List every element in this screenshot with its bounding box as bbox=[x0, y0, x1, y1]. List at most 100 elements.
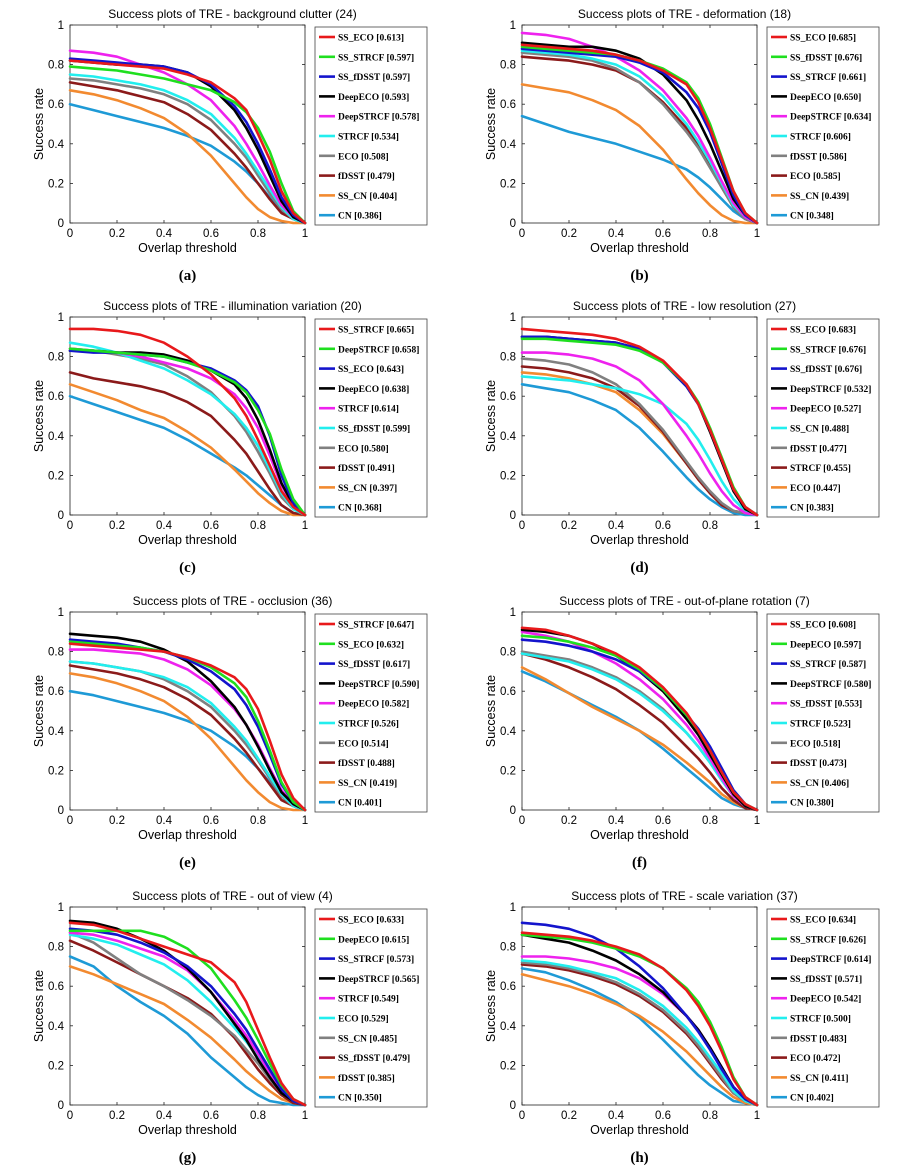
series-line-DeepECO bbox=[520, 351, 759, 517]
series-line-SS_CN bbox=[520, 375, 759, 517]
x-tick-label: 0.6 bbox=[203, 228, 219, 240]
chart-7: Success plots of TRE - out of view (4)0 0… bbox=[32, 889, 428, 1166]
chart-8: Success plots of TRE - scale variation (… bbox=[484, 889, 880, 1166]
x-tick-label: 0.4 bbox=[608, 228, 625, 240]
legend-entry-DeepSTRCF: DeepSTRCF [0.590] bbox=[338, 680, 419, 690]
y-tick-label: 0.6 bbox=[500, 99, 516, 111]
series-line-DeepSTRCF bbox=[520, 31, 759, 225]
y-tick-label: 1 bbox=[510, 20, 516, 32]
y-axis-label: Success rate bbox=[484, 970, 498, 1042]
series-line-fDSST bbox=[68, 81, 307, 225]
series-line-SS_CN bbox=[68, 89, 307, 225]
legend-entry-DeepSTRCF: DeepSTRCF [0.580] bbox=[790, 680, 871, 690]
legend-entry-SS_fDSST: SS_fDSST [0.571] bbox=[790, 975, 862, 985]
legend-entry-ECO: ECO [0.472] bbox=[790, 1054, 841, 1064]
legend-entry-DeepECO: DeepECO [0.650] bbox=[790, 93, 861, 103]
y-tick-label: 0.8 bbox=[500, 352, 516, 364]
legend-entry-DeepECO: DeepECO [0.593] bbox=[338, 93, 409, 103]
series-line-SS_CN bbox=[68, 672, 307, 812]
x-tick-label: 0.4 bbox=[608, 1110, 625, 1122]
chart-title: Success plots of TRE - occlusion (36) bbox=[133, 594, 333, 608]
legend-entry-STRCF: STRCF [0.606] bbox=[790, 133, 851, 143]
x-tick-label: 0.4 bbox=[608, 520, 625, 532]
series-line-SS_ECO bbox=[68, 921, 307, 1107]
y-tick-label: 0.8 bbox=[48, 352, 64, 364]
x-tick-label: 0.6 bbox=[655, 1110, 671, 1122]
x-axis-label: Overlap threshold bbox=[590, 533, 689, 547]
x-tick-label: 0.6 bbox=[655, 520, 671, 532]
legend-entry-ECO: ECO [0.508] bbox=[338, 152, 389, 162]
legend-entry-CN: CN [0.350] bbox=[338, 1094, 382, 1104]
legend: SS_ECO [0.633] DeepECO [0.615] SS_STRCF [0… bbox=[314, 908, 428, 1108]
legend-box bbox=[314, 26, 428, 226]
chart-1: Success plots of TRE - background clutte… bbox=[32, 7, 428, 284]
legend-entry-STRCF: STRCF [0.534] bbox=[338, 133, 399, 143]
series-line-fDSST bbox=[68, 664, 307, 812]
panel-caption: (c) bbox=[179, 560, 196, 576]
x-tick-label: 0.2 bbox=[109, 815, 125, 827]
x-tick-label: 0.8 bbox=[702, 1110, 718, 1122]
x-tick-label: 1 bbox=[302, 1110, 308, 1122]
legend-entry-SS_STRCF: SS_STRCF [0.665] bbox=[338, 326, 414, 336]
plot-frame bbox=[521, 611, 758, 811]
y-tick-label: 1 bbox=[58, 607, 64, 619]
x-tick-label: 0.8 bbox=[250, 520, 266, 532]
series-line-DeepSTRCF bbox=[68, 49, 307, 225]
y-tick-label: 0.2 bbox=[500, 470, 516, 482]
x-axis-label: Overlap threshold bbox=[138, 533, 237, 547]
legend-entry-SS_fDSST: SS_fDSST [0.479] bbox=[338, 1054, 410, 1064]
plot-frame bbox=[521, 24, 758, 224]
chart-title: Success plots of TRE - background clutte… bbox=[108, 7, 357, 21]
legend-entry-ECO: ECO [0.580] bbox=[338, 444, 389, 454]
series-line-SS_STRCF bbox=[68, 65, 307, 225]
legend-entry-CN: CN [0.386] bbox=[338, 212, 382, 222]
y-tick-label: 0 bbox=[58, 218, 64, 230]
series-line-STRCF bbox=[68, 660, 307, 812]
y-tick-label: 0.2 bbox=[48, 1060, 64, 1072]
legend: SS_ECO [0.634] SS_STRCF [0.626] DeepSTRCF … bbox=[766, 908, 880, 1108]
legend-entry-SS_fDSST: SS_fDSST [0.597] bbox=[338, 73, 410, 83]
panel-caption: (g) bbox=[179, 1150, 197, 1166]
x-tick-label: 0.2 bbox=[109, 1110, 125, 1122]
y-tick-label: 0 bbox=[510, 805, 516, 817]
series-line-ECO bbox=[68, 660, 307, 812]
legend-entry-STRCF: STRCF [0.523] bbox=[790, 720, 851, 730]
y-tick-label: 1 bbox=[58, 312, 64, 324]
legend-entry-DeepSTRCF: DeepSTRCF [0.565] bbox=[338, 975, 419, 985]
series-line-SS_CN bbox=[520, 972, 759, 1107]
series-line-SS_STRCF bbox=[520, 47, 759, 225]
y-tick-label: 0 bbox=[58, 805, 64, 817]
legend: SS_ECO [0.608] DeepECO [0.597] SS_STRCF [0… bbox=[766, 613, 880, 813]
legend-entry-DeepECO: DeepECO [0.582] bbox=[338, 700, 409, 710]
y-tick-label: 1 bbox=[58, 20, 64, 32]
series-line-DeepSTRCF bbox=[68, 632, 307, 812]
legend-entry-ECO: ECO [0.514] bbox=[338, 739, 389, 749]
x-tick-label: 0 bbox=[67, 520, 73, 532]
chart-title: Success plots of TRE - out-of-plane rota… bbox=[559, 594, 810, 608]
series-line-CN bbox=[520, 967, 759, 1107]
legend-entry-DeepECO: DeepECO [0.542] bbox=[790, 995, 861, 1005]
legend-entry-STRCF: STRCF [0.614] bbox=[338, 405, 399, 415]
y-axis-label: Success rate bbox=[32, 380, 46, 452]
legend-entry-ECO: ECO [0.518] bbox=[790, 739, 841, 749]
series-line-SS_STRCF bbox=[520, 638, 759, 812]
x-tick-label: 0.6 bbox=[655, 815, 671, 827]
legend-entry-SS_ECO: SS_ECO [0.613] bbox=[338, 34, 404, 44]
y-tick-label: 0.4 bbox=[500, 431, 517, 443]
series-line-SS_STRCF bbox=[68, 327, 307, 517]
legend-entry-SS_STRCF: SS_STRCF [0.661] bbox=[790, 73, 866, 83]
legend-entry-SS_fDSST: SS_fDSST [0.599] bbox=[338, 425, 410, 435]
x-tick-label: 1 bbox=[754, 815, 760, 827]
series-line-STRCF bbox=[520, 49, 759, 225]
chart-2: Success plots of TRE - deformation (18) 0… bbox=[484, 7, 880, 284]
legend-entry-ECO: ECO [0.447] bbox=[790, 484, 841, 494]
y-tick-label: 1 bbox=[58, 902, 64, 914]
legend-entry-CN: CN [0.383] bbox=[790, 504, 834, 514]
x-tick-label: 0 bbox=[67, 228, 73, 240]
series-line-SS_CN bbox=[68, 382, 307, 517]
legend-entry-CN: CN [0.348] bbox=[790, 212, 834, 222]
legend-entry-SS_STRCF: SS_STRCF [0.573] bbox=[338, 955, 414, 965]
legend-entry-fDSST: fDSST [0.385] bbox=[338, 1074, 395, 1084]
legend-entry-SS_fDSST: SS_fDSST [0.617] bbox=[338, 660, 410, 670]
plot-frame bbox=[69, 611, 306, 811]
